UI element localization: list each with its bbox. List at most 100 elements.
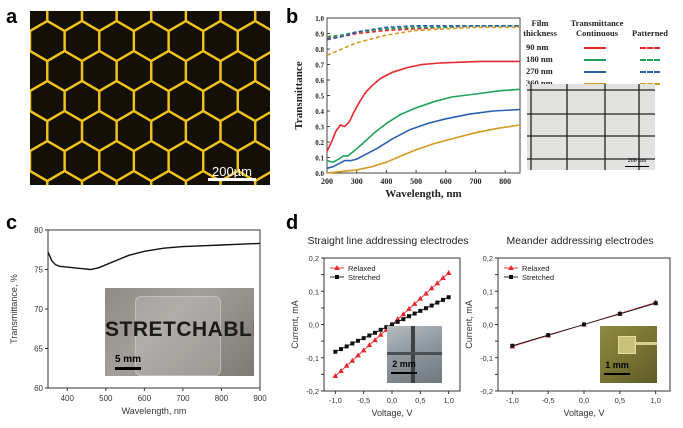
chart-title: Straight line addressing electrodes [307, 235, 468, 247]
marker-square [407, 314, 411, 319]
photo-scale-bar [115, 367, 141, 370]
x-tick-label: 600 [440, 177, 452, 186]
marker-triangle [423, 290, 429, 296]
legend-row-label: 270 nm [526, 66, 553, 76]
hexagon-pattern [30, 11, 270, 185]
photo-stretchable-text: STRETCHABLE [105, 318, 254, 341]
straight-electrode-photo: 2 mm [387, 326, 442, 383]
stretchable-photo: STRETCHABLE 5 mm [105, 288, 254, 376]
legend-header-continuous: Transmittance Continuous [570, 18, 624, 38]
y-tick-label: 0,0 [483, 321, 493, 330]
y-tick-label: 0.6 [315, 77, 324, 85]
x-tick-label: 700 [176, 394, 190, 403]
y-tick-label: 0,1 [309, 287, 319, 296]
y-tick-label: 1.0 [315, 15, 324, 23]
grid-inset-scale-label: 200 µm [627, 158, 647, 164]
x-tick-label: 500 [410, 177, 422, 186]
y-tick-label: 0.4 [315, 108, 324, 116]
panel-letter-d: d [286, 212, 299, 234]
x-tick-label: -1,0 [329, 396, 342, 405]
y-axis-label: Current, mA [290, 300, 300, 349]
hexagon-cell [184, 169, 222, 185]
marker-square [390, 322, 394, 327]
y-tick-label: 0,1 [483, 287, 493, 296]
marker-triangle [445, 269, 452, 275]
marker-square [418, 308, 423, 313]
panel-letter-a: a [6, 6, 18, 28]
marker-square [350, 341, 355, 346]
right-inset-scale-label: 1 mm [605, 360, 629, 370]
x-axis-label: Wavelength, nm [385, 188, 461, 200]
x-tick-label: 0,0 [387, 396, 397, 405]
marker-square [367, 333, 372, 338]
marker-triangle [400, 311, 407, 317]
legend-label: Stretched [522, 273, 554, 282]
y-tick-label: 80 [34, 226, 43, 235]
hexagon-cell [219, 169, 257, 185]
legend-row-label: 180 nm [526, 54, 553, 64]
legend-label: Stretched [348, 273, 380, 282]
y-tick-label: 75 [34, 266, 43, 275]
meander-trace [634, 342, 657, 345]
right-inset-scale-bar [604, 373, 630, 375]
hexagon-cell [150, 169, 188, 185]
hexagon-cell [46, 169, 84, 185]
left-inset-scale-bar [391, 372, 417, 374]
x-tick-label: 700 [469, 177, 481, 186]
marker-triangle [332, 373, 339, 379]
x-tick-label: 600 [138, 394, 152, 403]
y-tick-label: 0.2 [315, 139, 324, 147]
marker-triangle [355, 352, 361, 358]
y-tick-label: 0.3 [315, 124, 324, 132]
marker-square [361, 336, 366, 341]
grid-inset-scale-bar [625, 165, 649, 167]
legend-row: 90 nm [522, 42, 672, 54]
marker-square [429, 303, 434, 308]
legend-header-thickness: Film thickness [523, 18, 557, 38]
x-axis-label: Voltage, V [563, 408, 604, 418]
x-tick-label: 400 [380, 177, 392, 186]
y-tick-label: 0,0 [309, 321, 319, 330]
marker-square [356, 338, 360, 343]
legend-patterned-swatch [640, 71, 660, 73]
meander-pad [618, 336, 636, 354]
y-tick-label: 0.5 [315, 93, 324, 101]
y-axis-label: Transmittance [293, 61, 305, 129]
x-tick-label: 200 [321, 177, 333, 186]
x-tick-label: -1,0 [506, 396, 519, 405]
panel-letter-b: b [286, 6, 299, 28]
marker-square [653, 301, 658, 306]
hexagon-cell [115, 169, 153, 185]
y-tick-label: -0,1 [480, 354, 493, 363]
x-tick-label: -0,5 [357, 396, 370, 405]
chart-title: Meander addressing electrodes [506, 235, 653, 247]
legend-row-label: 360 nm [526, 78, 553, 88]
y-tick-label: 0.7 [315, 62, 324, 70]
series-line-patterned [326, 25, 520, 41]
micrograph-scale-bar [208, 178, 256, 181]
x-tick-label: 0,5 [415, 396, 425, 405]
y-tick-label: 70 [34, 305, 43, 314]
x-tick-label: 500 [99, 394, 113, 403]
y-tick-label: 0,2 [483, 254, 493, 263]
marker-triangle [428, 285, 435, 291]
y-tick-label: -0,2 [480, 387, 493, 396]
marker-square [435, 300, 440, 305]
left-inset-scale-label: 2 mm [392, 359, 416, 369]
marker-square [373, 330, 377, 335]
y-tick-label: 0,2 [309, 254, 319, 263]
series-line-continuous [326, 124, 521, 174]
marker-triangle [366, 342, 373, 348]
hexagon-cell [80, 169, 118, 185]
marker-square [378, 327, 383, 332]
y-tick-label: 0.8 [315, 46, 324, 54]
marker-square [339, 347, 343, 352]
marker-square [617, 311, 622, 316]
y-tick-label: 65 [34, 345, 43, 354]
y-tick-label: -0,1 [306, 354, 319, 363]
x-tick-label: 800 [499, 177, 511, 186]
marker-triangle [360, 347, 367, 353]
